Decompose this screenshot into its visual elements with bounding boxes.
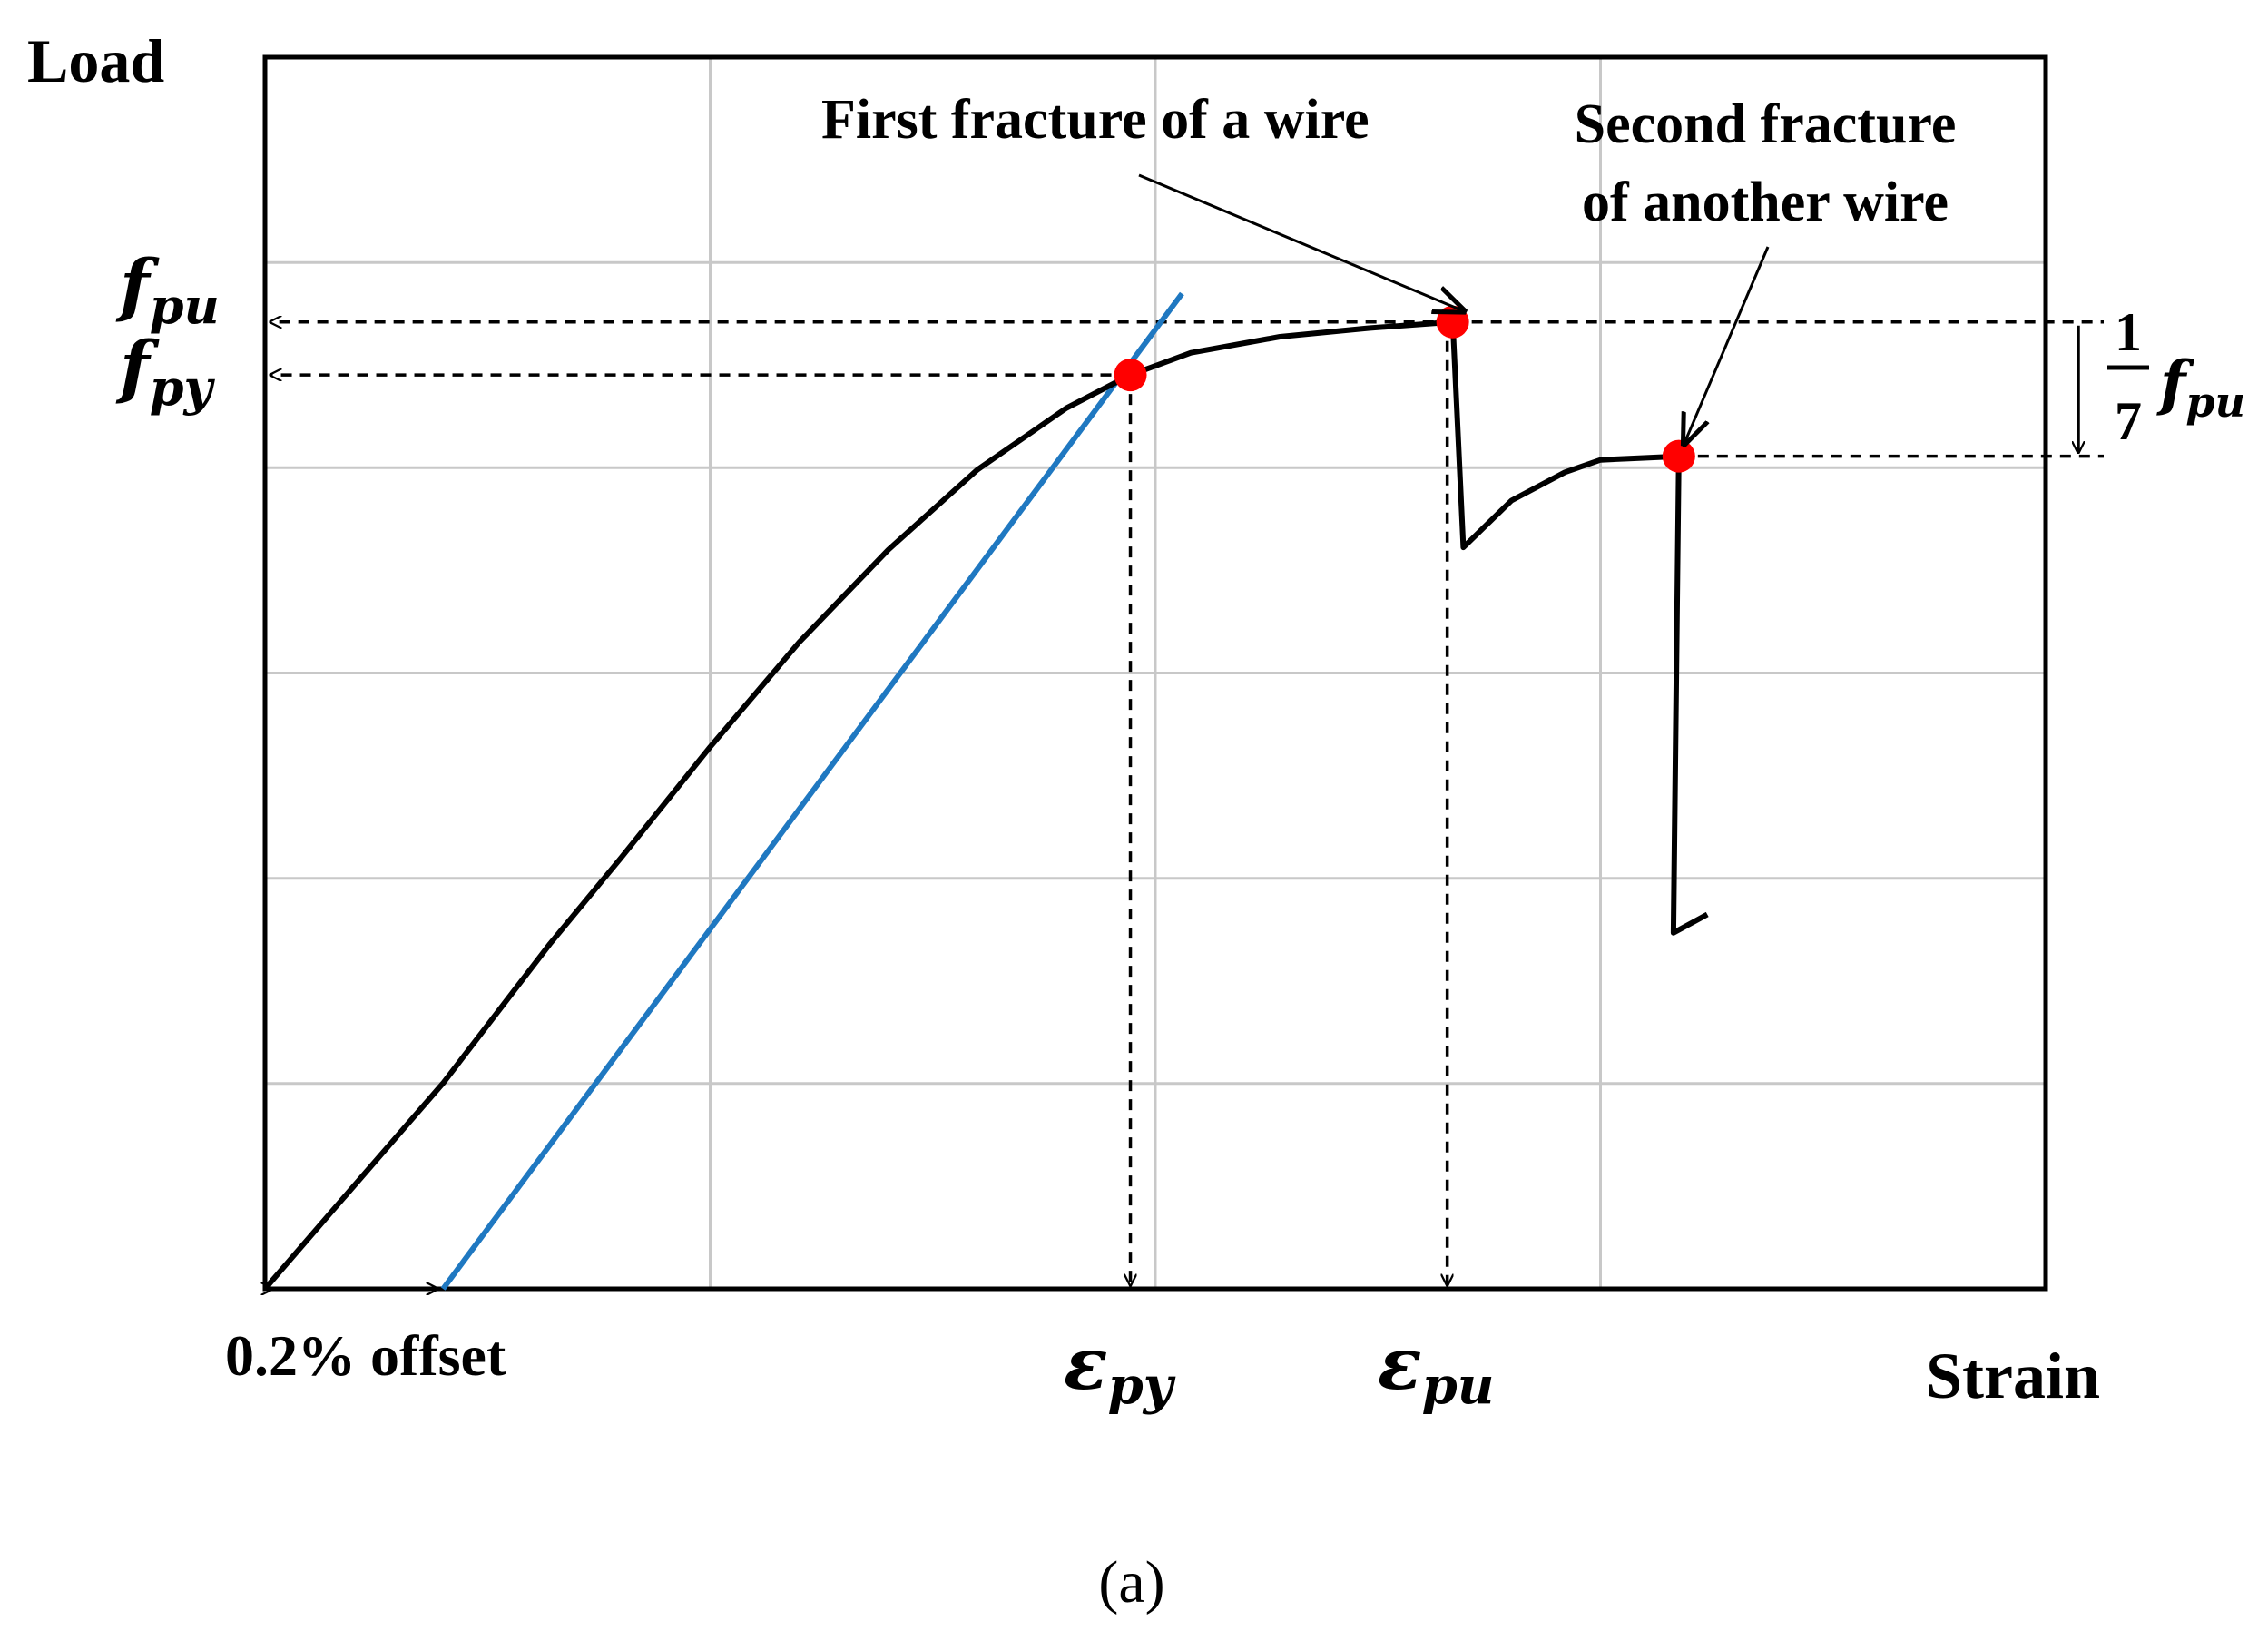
epsilon-py-label: εpy [1064,1321,1176,1416]
first-fracture-leader-arrow [1138,173,1464,311]
marker-group [1114,305,1695,473]
grid-lines [265,57,2046,1289]
fraction-denominator: 7 [2115,391,2142,451]
fraction-numerator: 1 [2115,302,2142,362]
y-axis-label: Load [27,26,164,95]
offset-annotation: 0.2% offset [225,1323,506,1388]
fpy-label: fpy [115,326,215,417]
second-fracture-annotation-line2: of another wire [1582,172,1949,233]
offset-line [440,291,1184,1291]
plot-frame [262,54,2048,1292]
dashed-guide-lines [270,322,2104,1289]
second-fracture-annotation-line1: Second fracture [1575,93,1957,155]
epsilon-pu-label: εpu [1378,1321,1495,1416]
one-seventh-fpu-label: 1 7 fpu [2107,302,2245,451]
load-strain-curve [262,319,1709,1291]
yield-point-marker [1114,359,1147,392]
first-fracture-point-marker [1436,305,1469,339]
x-axis-label: Strain [1926,1340,2100,1412]
fpu-label: fpu [115,244,220,335]
first-fracture-annotation: First fracture of a wire [821,89,1370,151]
fraction-f: fpu [2156,348,2245,427]
second-fracture-leader-arrow [1684,246,1770,444]
figure-caption: (a) [1098,1549,1164,1616]
second-fracture-point-marker [1662,439,1695,473]
